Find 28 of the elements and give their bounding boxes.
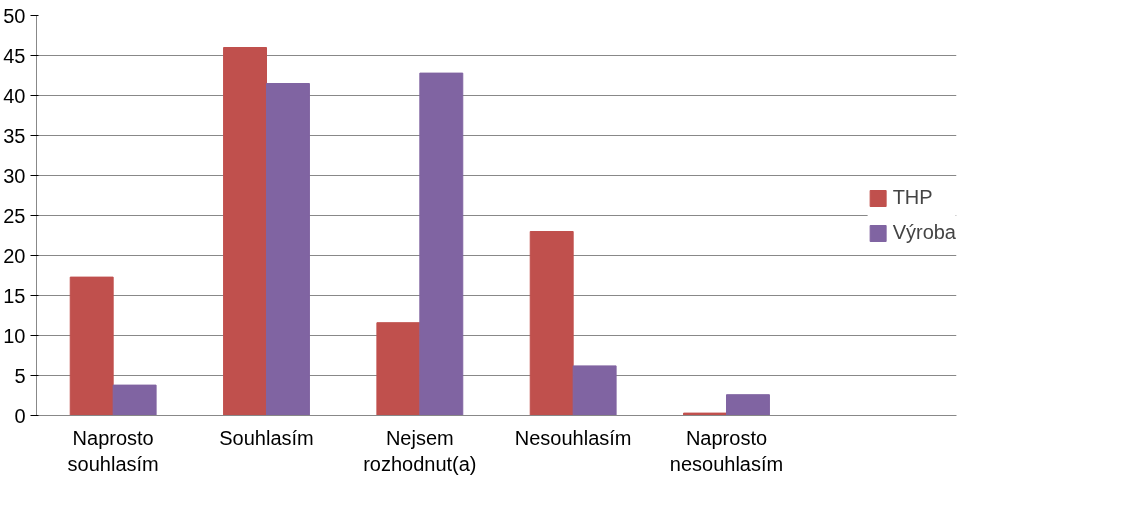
y-tick-label: 25: [3, 204, 26, 227]
bar: [529, 231, 574, 416]
bar: [683, 412, 727, 416]
legend-label: THP: [892, 186, 933, 209]
bar: [419, 72, 464, 416]
y-tick-label: 50: [3, 4, 26, 27]
x-tick-label: Souhlasím: [219, 426, 314, 449]
x-tick-label: Nesouhlasím: [514, 426, 632, 449]
y-tick-label: 5: [14, 364, 26, 387]
bar: [69, 276, 114, 416]
bar: [112, 384, 157, 416]
bar: [266, 83, 310, 416]
x-tick-label: Naprosto souhlasím: [67, 426, 159, 475]
bar: [376, 322, 421, 416]
x-tick-label: Nejsem rozhodnut(a): [363, 426, 477, 475]
y-tick-label: 45: [3, 44, 26, 67]
legend-label: Výroba: [892, 221, 956, 244]
x-tick-label: Naprosto nesouhlasím: [669, 426, 784, 475]
bar: [726, 394, 770, 416]
bar: [223, 47, 267, 416]
y-tick-label: 35: [3, 124, 26, 147]
y-tick-label: 15: [3, 284, 26, 307]
y-tick-label: 0: [14, 404, 26, 427]
y-tick-label: 20: [3, 244, 26, 267]
y-tick-label: 40: [3, 84, 26, 107]
y-tick-label: 30: [3, 164, 26, 187]
y-tick-label: 10: [3, 324, 26, 347]
bar: [572, 365, 617, 416]
